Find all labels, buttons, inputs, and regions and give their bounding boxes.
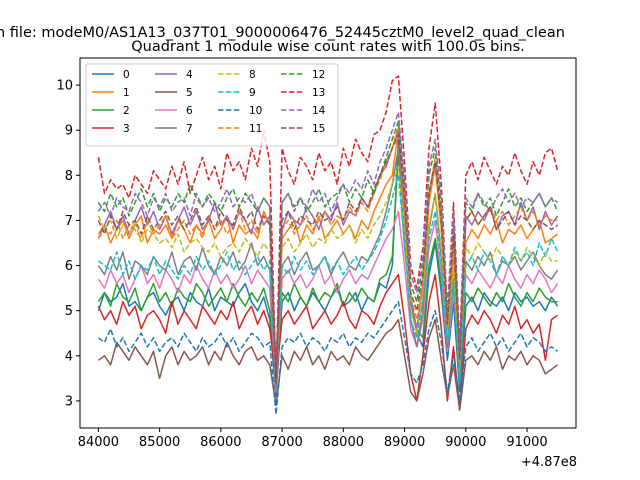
y-tick-label: 3 — [65, 394, 73, 409]
series-layer — [97, 75, 559, 416]
series-line-12 — [97, 120, 559, 375]
series-line-1 — [97, 129, 559, 393]
legend-label-2: 2 — [123, 105, 130, 117]
y-tick-label: 8 — [65, 169, 73, 184]
legend-label-0: 0 — [123, 69, 130, 81]
y-tick-label: 6 — [65, 259, 73, 274]
legend-label-9: 9 — [249, 87, 256, 99]
x-tick-label: 87000 — [261, 435, 302, 450]
chart-title: Quadrant 1 module wise count rates with … — [131, 39, 525, 55]
x-tick-label: 88000 — [323, 435, 364, 450]
series-line-2 — [97, 152, 558, 384]
series-line-7 — [97, 147, 559, 389]
series-line-9 — [97, 174, 559, 380]
x-offset-label: +4.87e8 — [521, 455, 577, 470]
series-line-8 — [97, 165, 558, 384]
x-tick-label: 86000 — [200, 435, 241, 450]
series-line-14 — [97, 111, 559, 375]
series-line-6 — [97, 210, 559, 389]
x-tick-label: 89000 — [384, 435, 425, 450]
y-tick-label: 4 — [65, 349, 73, 364]
series-line-4 — [97, 129, 559, 389]
legend-label-12: 12 — [312, 69, 325, 81]
legend-label-5: 5 — [186, 87, 193, 99]
axes-frame — [79, 57, 577, 429]
y-axis: 3 4 5 6 7 8 9 10 — [56, 79, 80, 409]
legend-label-13: 13 — [312, 87, 325, 99]
legend-label-7: 7 — [186, 123, 193, 135]
legend-label-3: 3 — [123, 123, 130, 135]
x-tick-label: 90000 — [445, 435, 486, 450]
y-tick-label: 5 — [65, 304, 73, 319]
x-tick-label: 85000 — [139, 435, 180, 450]
series-line-15 — [97, 133, 559, 384]
y-tick-label: 10 — [56, 79, 73, 94]
y-tick-label: 9 — [65, 124, 73, 139]
legend-label-4: 4 — [186, 69, 193, 81]
legend-label-1: 1 — [123, 87, 130, 99]
x-tick-label: 91000 — [506, 435, 547, 450]
legend-label-14: 14 — [312, 105, 326, 117]
figure-suptitle: n file: modeM0/AS1A13_037T01_9000006476_… — [0, 25, 565, 41]
series-line-5 — [97, 318, 559, 411]
legend-box — [85, 63, 339, 147]
legend-label-15: 15 — [312, 123, 325, 135]
y-tick-label: 7 — [65, 214, 73, 229]
legend-label-8: 8 — [249, 69, 256, 81]
x-axis: 84000 85000 86000 87000 88000 89000 90000 91000 — [78, 428, 548, 450]
series-line-10 — [97, 300, 559, 416]
legend-label-10: 10 — [249, 105, 262, 117]
series-line-3 — [97, 273, 559, 411]
x-tick-label: 84000 — [78, 435, 119, 450]
legend-label-11: 11 — [249, 123, 262, 135]
legend-label-6: 6 — [186, 105, 193, 117]
series-line-13 — [97, 75, 559, 380]
